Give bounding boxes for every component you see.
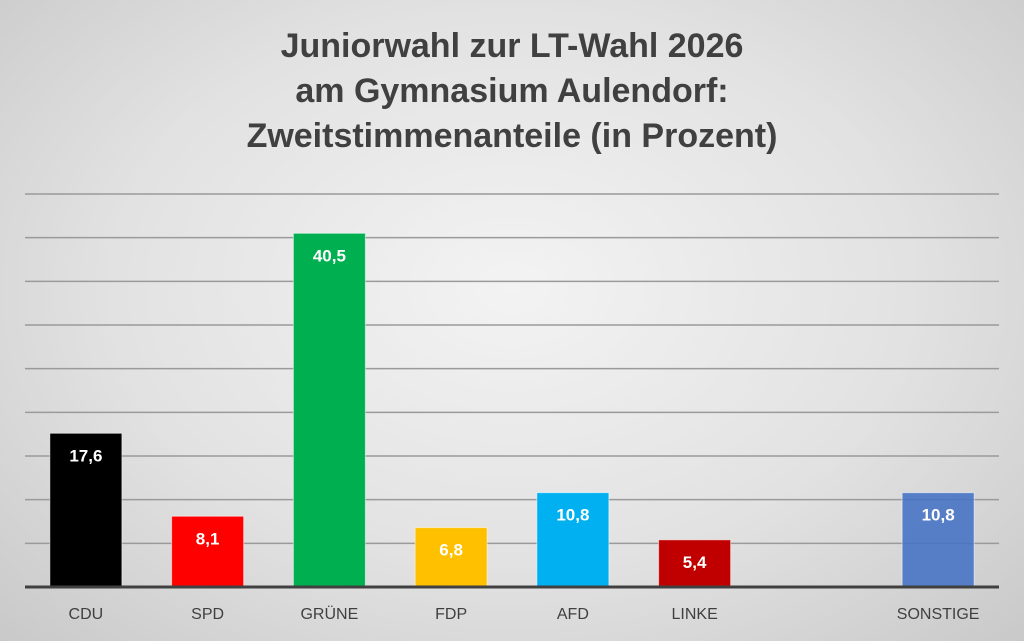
data-label: 5,4 bbox=[683, 553, 707, 572]
bar-linke bbox=[658, 539, 732, 588]
data-label: 8,1 bbox=[196, 529, 220, 548]
bar-sonstige bbox=[901, 492, 975, 588]
bar-afd bbox=[536, 492, 610, 588]
category-label: AFD bbox=[557, 606, 589, 623]
chart-title-line-1: Juniorwahl zur LT-Wahl 2026 bbox=[280, 27, 744, 65]
data-label: 10,8 bbox=[922, 506, 955, 525]
category-label: SONSTIGE bbox=[897, 606, 980, 623]
chart-title-line-3: Zweitstimmenanteile (in Prozent) bbox=[246, 117, 778, 155]
chart-title-line-2: am Gymnasium Aulendorf: bbox=[295, 72, 729, 110]
category-label: LINKE bbox=[672, 606, 718, 623]
bar-fdp bbox=[414, 527, 488, 588]
category-label: FDP bbox=[435, 606, 467, 623]
data-label: 10,8 bbox=[556, 506, 589, 525]
data-label: 6,8 bbox=[439, 541, 463, 560]
chart-title: Juniorwahl zur LT-Wahl 2026 am Gymnasium… bbox=[0, 24, 1024, 159]
data-label: 17,6 bbox=[69, 446, 102, 465]
category-label: CDU bbox=[69, 606, 104, 623]
category-label: SPD bbox=[191, 606, 224, 623]
bar-cdu bbox=[49, 432, 123, 588]
bar-spd bbox=[171, 515, 245, 588]
bar-grüne bbox=[292, 232, 366, 588]
data-label: 40,5 bbox=[313, 246, 346, 265]
category-label: GRÜNE bbox=[300, 605, 358, 623]
